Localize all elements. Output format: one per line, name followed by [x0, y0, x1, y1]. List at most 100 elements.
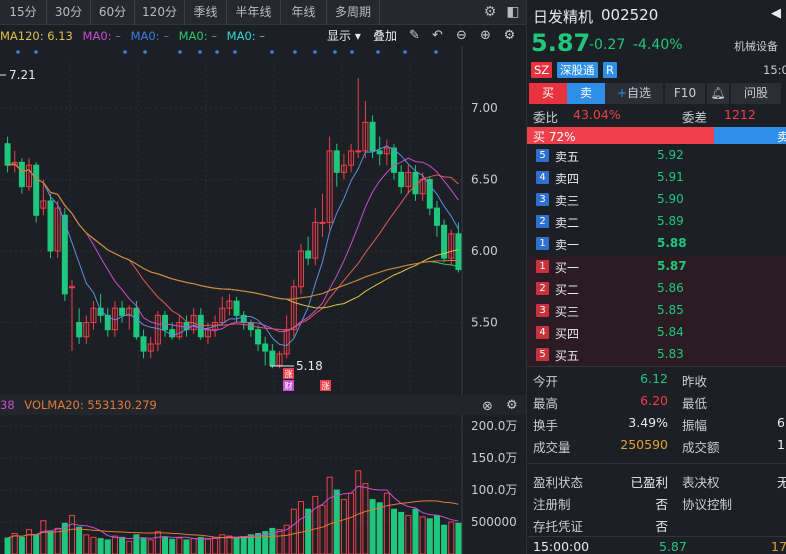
undo-icon[interactable]: ↶	[432, 28, 443, 43]
event-dot	[376, 50, 380, 54]
stock-name: 日发精机	[533, 8, 594, 26]
bell-icon[interactable]: 🔔︎	[707, 83, 729, 104]
volume-bar	[255, 533, 262, 554]
level-number: 1	[536, 237, 549, 250]
period-tab[interactable]: 半年线	[227, 0, 281, 25]
event-badge	[283, 368, 294, 379]
period-tab[interactable]: 30分	[47, 0, 91, 25]
period-tab[interactable]: 60分	[91, 0, 135, 25]
volume-tick-label: 100.0万	[471, 483, 517, 497]
level-price: 5.90	[657, 192, 684, 206]
vol-label: 38	[0, 398, 15, 412]
ma-legend: MA120: 6.13 MA0: – MA0: – MA0: – MA0: –	[0, 26, 526, 46]
volume-bar	[226, 535, 233, 554]
display-dropdown[interactable]: 显示 ▾	[327, 29, 361, 43]
candle-body	[169, 329, 176, 338]
volume-bar	[276, 529, 283, 554]
volume-bar	[297, 501, 304, 554]
level-price: 5.84	[657, 325, 684, 339]
event-dot	[434, 50, 438, 54]
candle-body	[162, 314, 169, 331]
bid-row[interactable]: 5 买五 5.83	[527, 344, 786, 366]
period-tab[interactable]: 多周期	[327, 0, 380, 25]
volume-bar	[183, 539, 190, 554]
candle-body	[33, 164, 40, 216]
candle-body	[391, 147, 398, 173]
bid-row[interactable]: 1 买一 5.87	[527, 256, 786, 278]
volume-bar	[190, 538, 197, 554]
volume-bar	[212, 536, 219, 554]
watchlist-tab[interactable]: +自选	[605, 83, 663, 104]
ask-tab[interactable]: 问股	[731, 83, 781, 104]
level-label: 买一	[555, 261, 580, 275]
candle-body	[233, 300, 240, 316]
zoom-out-icon[interactable]: ⊖	[456, 28, 467, 43]
ask-row[interactable]: 4 卖四 5.91	[527, 167, 786, 189]
level-number: 2	[536, 282, 549, 295]
stat-key: 存托凭证	[533, 519, 584, 534]
ask-row[interactable]: 5 卖五 5.92	[527, 145, 786, 167]
overlay-button[interactable]: 叠加	[373, 29, 398, 43]
volume-ma-line	[7, 485, 459, 540]
period-tab[interactable]: 年线	[281, 0, 327, 25]
candle-body	[455, 233, 462, 271]
volume-bar	[312, 495, 319, 554]
candle-body	[305, 250, 312, 259]
period-tab[interactable]: 120分	[135, 0, 185, 25]
quote-panel: 日发精机 002520 ◀ 5.87 -0.27 -4.40% 机械设备 SZ …	[526, 0, 786, 554]
settings-icon[interactable]: ⚙	[506, 398, 518, 413]
period-tab[interactable]: 15分	[0, 0, 47, 25]
panel-toggle-icon[interactable]: ◧	[506, 4, 520, 20]
y-tick-label: 6.00	[471, 244, 498, 258]
candlestick-chart[interactable]: 7.006.506.005.507.215.18涨财涨	[0, 46, 526, 395]
ask-row[interactable]: 2 卖二 5.89	[527, 211, 786, 233]
volume-bar	[204, 538, 211, 554]
ma120-label: MA120: 6.13	[0, 29, 73, 43]
industry-tag[interactable]: 机械设备	[734, 40, 778, 53]
stat-key: 最低	[682, 396, 708, 411]
volume-bar	[154, 531, 161, 554]
volume-bar	[398, 511, 405, 554]
candle-body	[297, 250, 304, 288]
tick-time: 15:00:00	[533, 539, 590, 554]
ask-row[interactable]: 1 卖一 5.88	[527, 233, 786, 255]
buy-tab[interactable]: 买	[529, 83, 567, 104]
candle-body	[355, 150, 362, 153]
collapse-arrow-icon[interactable]: ◀	[771, 6, 781, 21]
level-label: 卖一	[555, 238, 580, 252]
ask-row[interactable]: 3 卖三 5.90	[527, 189, 786, 211]
level-number: 3	[536, 193, 549, 206]
settings-icon[interactable]: ⚙	[503, 28, 516, 43]
f10-tab[interactable]: F10	[665, 83, 705, 104]
r-badge: R	[603, 62, 617, 78]
close-icon[interactable]: ⊗	[482, 399, 493, 414]
bid-row[interactable]: 2 买二 5.86	[527, 278, 786, 300]
level-label: 买三	[555, 305, 580, 319]
bid-row[interactable]: 3 买三 5.85	[527, 300, 786, 322]
candle-body	[90, 307, 97, 324]
level-price: 5.91	[657, 170, 684, 184]
volume-bar	[326, 476, 333, 554]
candle-body	[104, 314, 111, 331]
volume-bar	[433, 515, 440, 554]
candle-body	[398, 171, 405, 188]
gear-icon[interactable]: ⚙	[483, 4, 497, 20]
ma-label: MA0: –	[178, 29, 218, 43]
volume-chart: 200.0万 150.0万 100.0万 500000	[0, 415, 517, 554]
bid-row[interactable]: 4 买四 5.84	[527, 322, 786, 344]
period-tab[interactable]: 季线	[185, 0, 227, 25]
candle-body	[18, 161, 25, 188]
volume-bar	[290, 508, 297, 554]
zoom-in-icon[interactable]: ⊕	[480, 28, 491, 43]
candle-body	[255, 329, 262, 345]
stat-value: 3.49%	[628, 415, 668, 430]
brush-icon[interactable]: ✎	[409, 28, 420, 43]
event-badge	[320, 380, 331, 391]
level-number: 1	[536, 260, 549, 273]
volume-bar	[40, 520, 47, 554]
volume-bar	[54, 527, 61, 554]
candle-body	[119, 307, 126, 316]
buy-sell-bar: 买 72% 卖	[527, 127, 786, 144]
sell-tab[interactable]: 卖	[567, 83, 605, 104]
stat-key: 注册制	[533, 497, 571, 512]
